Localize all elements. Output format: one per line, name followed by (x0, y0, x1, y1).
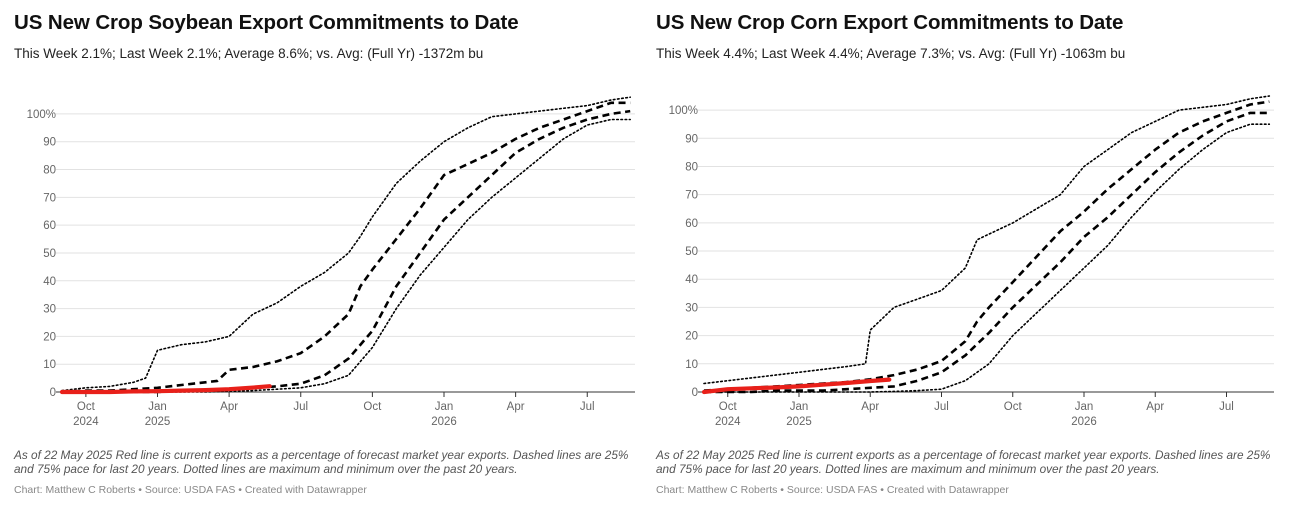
chart-note: As of 22 May 2025 Red line is current ex… (656, 448, 1271, 476)
x-tick-label: Oct (363, 401, 382, 413)
x-tick-label: Jan (1075, 401, 1094, 413)
x-tick-label: Oct (1004, 401, 1023, 413)
y-tick-label: 80 (43, 165, 56, 177)
soybean-chart: 0 10 20 30 40 50 60 70 80 90 100% Oct 2024 Jan 2025 Apr… (0, 80, 640, 440)
x-tick-label: Jul (934, 401, 949, 413)
series-line-max (61, 96, 631, 392)
y-tick-label: 10 (43, 359, 56, 371)
y-tick-label: 90 (685, 133, 698, 145)
chart-subtitle: This Week 4.4%; Last Week 4.4%; Average … (656, 46, 1126, 61)
y-tick-label: 10 (685, 359, 698, 371)
chart-credit: Chart: Matthew C Roberts • Source: USDA … (656, 484, 1009, 496)
x-tick-label: Apr (861, 401, 879, 413)
series-line-p75 (703, 100, 1270, 392)
x-tick-year-label: 2026 (431, 416, 457, 428)
x-tick-label: Apr (1146, 401, 1164, 413)
y-tick-label: 0 (50, 387, 56, 399)
x-tick-year-label: 2024 (715, 416, 741, 428)
y-tick-label: 50 (43, 248, 56, 260)
chart-subtitle: This Week 2.1%; Last Week 2.1%; Average … (14, 46, 484, 61)
corn-chart: 0 10 20 30 40 50 60 70 80 90 100% Oct 2024 Jan 2025 Apr… (642, 80, 1282, 440)
y-tick-label: 100% (27, 109, 56, 121)
y-tick-label: 100% (669, 105, 698, 117)
chart-title: US New Crop Soybean Export Commitments t… (14, 11, 519, 34)
y-tick-label: 70 (43, 192, 56, 204)
y-tick-label: 20 (685, 331, 698, 343)
corn-panel: US New Crop Corn Export Commitments to D… (642, 0, 1282, 518)
series-line-max (703, 95, 1271, 385)
x-tick-label: Oct (719, 401, 738, 413)
x-tick-year-label: 2025 (145, 416, 171, 428)
y-tick-label: 40 (43, 276, 56, 288)
soybean-panel: US New Crop Soybean Export Commitments t… (0, 0, 640, 518)
chart-credit: Chart: Matthew C Roberts • Source: USDA … (14, 484, 367, 496)
y-tick-label: 80 (685, 161, 698, 173)
chart-note: As of 22 May 2025 Red line is current ex… (14, 448, 629, 476)
series-line-p75 (61, 101, 631, 394)
x-tick-label: Jan (790, 401, 809, 413)
x-tick-label: Apr (507, 401, 525, 413)
x-tick-year-label: 2026 (1071, 416, 1097, 428)
x-tick-year-label: 2024 (73, 416, 99, 428)
y-tick-label: 60 (43, 220, 56, 232)
series-line-current (701, 377, 892, 395)
y-tick-label: 20 (43, 331, 56, 343)
series-line-current (59, 384, 272, 395)
series-line-p25 (704, 111, 1270, 394)
x-tick-year-label: 2025 (786, 416, 812, 428)
x-tick-label: Jan (148, 401, 167, 413)
x-tick-label: Apr (220, 401, 238, 413)
y-tick-label: 50 (685, 246, 698, 258)
x-tick-label: Jan (435, 401, 454, 413)
y-tick-label: 30 (43, 304, 56, 316)
y-tick-label: 90 (43, 137, 56, 149)
x-tick-label: Jul (293, 401, 308, 413)
series-line-min (61, 118, 631, 393)
y-tick-label: 40 (685, 274, 698, 286)
x-tick-label: Jul (580, 401, 595, 413)
y-tick-label: 0 (692, 387, 698, 399)
chart-title: US New Crop Corn Export Commitments to D… (656, 11, 1124, 34)
x-tick-label: Jul (1219, 401, 1234, 413)
corn-chart-svg: 0 10 20 30 40 50 60 70 80 90 100% Oct 2024 Jan 2025 Apr… (669, 95, 1274, 428)
y-tick-label: 60 (685, 218, 698, 230)
y-tick-label: 30 (685, 302, 698, 314)
series-line-p25 (62, 109, 631, 394)
soybean-chart-svg: 0 10 20 30 40 50 60 70 80 90 100% Oct 2024 Jan 2025 Apr… (27, 96, 635, 428)
series-line-min (703, 123, 1271, 393)
y-tick-label: 70 (685, 190, 698, 202)
x-tick-label: Oct (77, 401, 96, 413)
